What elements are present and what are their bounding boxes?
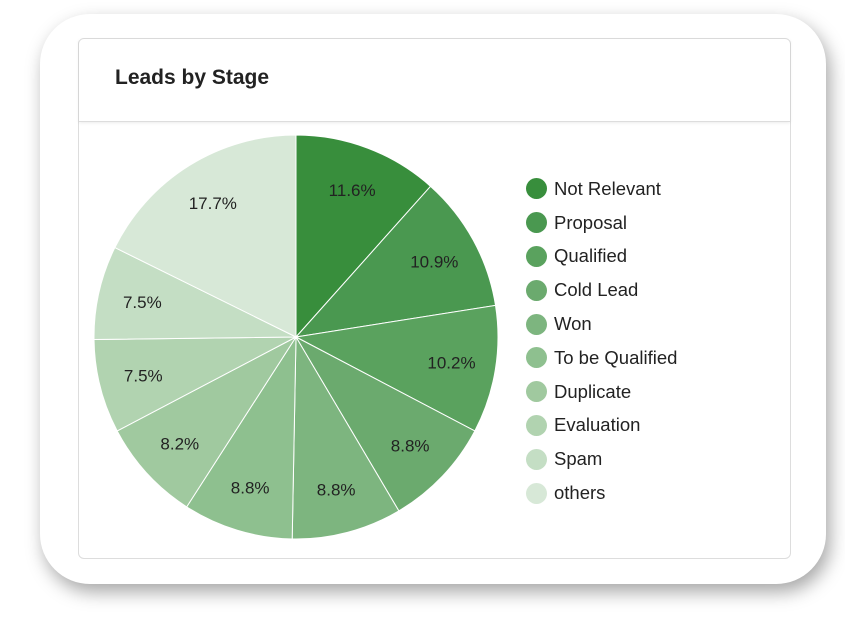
data-label: 11.6% — [329, 181, 376, 200]
card-header — [79, 39, 790, 122]
legend-item[interactable]: Duplicate — [526, 375, 677, 409]
legend-swatch-icon — [526, 381, 547, 403]
pie-slice-not-relevant[interactable] — [295, 134, 432, 339]
legend-item[interactable]: Qualified — [526, 240, 677, 274]
pie-slice-evaluation[interactable] — [93, 336, 297, 432]
legend-label: Not Relevant — [554, 177, 661, 199]
legend-swatch-icon — [526, 448, 547, 470]
legend-item[interactable]: Proposal — [526, 206, 677, 240]
data-label: 10.2% — [427, 354, 475, 373]
legend-swatch-icon — [526, 313, 547, 335]
legend-label: To be Qualified — [554, 346, 678, 368]
pie-slice-proposal[interactable] — [294, 185, 497, 338]
legend: Not Relevant Proposal Qualified Cold Lead Wo… — [526, 172, 677, 510]
legend-item[interactable]: Cold Lead — [526, 273, 677, 307]
pie-slice-won[interactable] — [291, 335, 400, 540]
legend-swatch-icon — [526, 482, 547, 504]
data-label: 8.8% — [317, 480, 356, 499]
legend-item[interactable]: Won — [526, 307, 677, 341]
legend-label: others — [554, 482, 606, 504]
legend-label: Duplicate — [554, 380, 632, 402]
legend-swatch-icon — [526, 414, 547, 436]
data-label: 8.2% — [160, 434, 199, 453]
pie-slice-qualified[interactable] — [294, 304, 499, 432]
legend-swatch-icon — [526, 347, 547, 369]
pie-slice-cold-lead[interactable] — [294, 335, 476, 512]
data-label: 7.5% — [123, 293, 162, 312]
legend-item[interactable]: Evaluation — [526, 409, 677, 443]
legend-label: Cold Lead — [554, 279, 639, 301]
data-label: 8.8% — [391, 437, 430, 456]
legend-item[interactable]: To be Qualified — [526, 341, 677, 375]
pie-slice-others[interactable] — [114, 134, 297, 338]
legend-label: Evaluation — [554, 414, 641, 436]
legend-item[interactable]: others — [526, 476, 677, 510]
data-label: 10.9% — [410, 253, 458, 272]
pie-slice-to-be-qualified[interactable] — [186, 335, 297, 540]
legend-swatch-icon — [526, 178, 547, 200]
pie-slice-spam[interactable] — [93, 246, 297, 341]
legend-label: Won — [554, 313, 592, 335]
legend-item[interactable]: Not Relevant — [526, 172, 677, 206]
pie-slice-duplicate[interactable] — [116, 335, 298, 508]
legend-label: Spam — [554, 448, 603, 470]
data-label: 7.5% — [124, 367, 163, 386]
legend-swatch-icon — [526, 245, 547, 267]
data-label: 17.7% — [189, 194, 237, 213]
legend-item[interactable]: Spam — [526, 442, 677, 476]
legend-swatch-icon — [526, 279, 547, 301]
legend-label: Proposal — [554, 211, 628, 233]
legend-label: Qualified — [554, 245, 628, 267]
chart-title: Leads by Stage — [115, 66, 270, 89]
data-label: 8.8% — [231, 479, 270, 498]
legend-swatch-icon — [526, 212, 547, 234]
